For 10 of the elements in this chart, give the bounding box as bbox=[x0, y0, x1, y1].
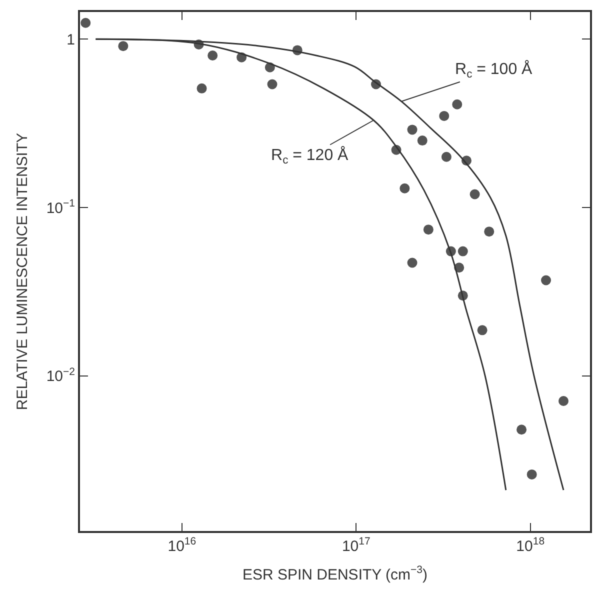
y-axis-title: RELATIVE LUMINESCENCE INTENSITY bbox=[14, 132, 32, 410]
y-tick-label: 10$^{−2}$ bbox=[46, 366, 76, 386]
x-tick-label: 10$^{16}$ bbox=[168, 536, 196, 555]
x-axis-title: ESR SPIN DENSITY (cm$^{−3}$) bbox=[242, 564, 428, 584]
x-tick-label: 10$^{18}$ bbox=[516, 536, 545, 555]
annotation: R$_{c}$ = 100 Å bbox=[455, 60, 533, 80]
y-tick-label: 1 bbox=[66, 31, 75, 48]
annotation: R$_{c}$ = 120 Å bbox=[271, 146, 349, 166]
x-tick-label: 10$^{17}$ bbox=[342, 536, 370, 555]
y-tick-label: 10$^{−1}$ bbox=[46, 198, 76, 217]
